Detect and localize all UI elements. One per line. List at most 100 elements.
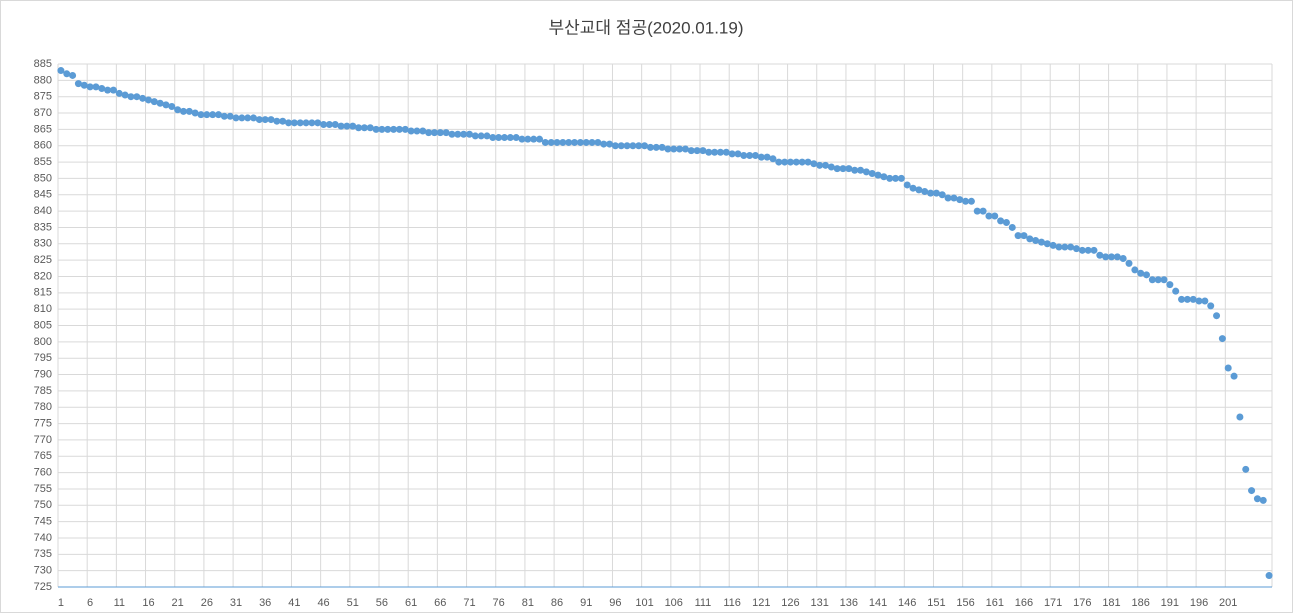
point	[594, 138, 602, 146]
point	[629, 142, 637, 150]
point	[331, 120, 339, 128]
y-tick-label: 875	[34, 91, 52, 103]
x-tick-label: 166	[1015, 597, 1033, 609]
point	[944, 194, 952, 202]
y-tick-label: 860	[34, 140, 52, 152]
point	[1143, 271, 1151, 279]
x-tick-label: 31	[230, 597, 242, 609]
x-tick-label: 161	[986, 597, 1004, 609]
point	[716, 148, 724, 156]
point	[1131, 266, 1139, 274]
point	[1265, 572, 1273, 580]
point	[1183, 295, 1191, 303]
point	[576, 138, 584, 146]
point	[191, 109, 199, 117]
point	[751, 152, 759, 160]
point	[938, 191, 946, 199]
point	[734, 150, 742, 158]
x-tick-label: 196	[1190, 597, 1208, 609]
point	[1172, 287, 1180, 295]
point	[1002, 219, 1010, 227]
point	[711, 148, 719, 156]
point	[827, 163, 835, 171]
x-tick-label: 176	[1073, 597, 1091, 609]
point	[1078, 246, 1086, 254]
x-tick-label: 41	[288, 597, 300, 609]
x-tick-label: 131	[810, 597, 828, 609]
point	[874, 171, 882, 179]
point	[279, 117, 287, 125]
point	[1160, 276, 1168, 284]
x-tick-label: 21	[172, 597, 184, 609]
y-tick-label: 815	[34, 287, 52, 299]
point	[1253, 495, 1261, 503]
point	[635, 142, 643, 150]
point	[156, 99, 164, 107]
point	[57, 67, 65, 75]
point	[355, 124, 363, 132]
x-tick-label: 96	[609, 597, 621, 609]
y-tick-label: 885	[34, 58, 52, 70]
point	[395, 125, 403, 133]
point	[308, 119, 316, 127]
x-tick-label: 141	[869, 597, 887, 609]
point	[419, 127, 427, 135]
x-tick-label: 171	[1044, 597, 1062, 609]
point	[950, 194, 958, 202]
point	[746, 152, 754, 160]
point	[1195, 297, 1203, 305]
point	[897, 174, 905, 182]
y-tick-label: 740	[34, 532, 52, 544]
x-tick-label: 66	[434, 597, 446, 609]
point	[255, 116, 263, 124]
point	[763, 153, 771, 161]
point	[991, 212, 999, 220]
point	[845, 165, 853, 173]
point	[185, 107, 193, 115]
point	[63, 70, 71, 78]
point	[127, 93, 135, 101]
point	[215, 111, 223, 119]
point	[722, 148, 730, 156]
y-tick-label: 855	[34, 156, 52, 168]
point	[705, 148, 713, 156]
point	[687, 147, 695, 155]
point	[518, 135, 526, 143]
x-tick-label: 101	[635, 597, 653, 609]
x-tick-label: 86	[551, 597, 563, 609]
point	[956, 196, 964, 204]
y-tick-label: 780	[34, 401, 52, 413]
y-tick-label: 865	[34, 123, 52, 135]
point	[1102, 253, 1110, 261]
y-tick-label: 840	[34, 205, 52, 217]
point	[1236, 413, 1244, 421]
y-tick-label: 730	[34, 565, 52, 577]
point	[168, 102, 176, 110]
point	[285, 119, 293, 127]
x-tick-label: 56	[376, 597, 388, 609]
point	[728, 150, 736, 158]
point	[226, 112, 234, 120]
point	[541, 138, 549, 146]
point	[109, 86, 117, 94]
point	[261, 116, 269, 124]
point	[658, 143, 666, 151]
point	[775, 158, 783, 166]
point	[360, 124, 368, 132]
point	[646, 143, 654, 151]
y-tick-label: 735	[34, 548, 52, 560]
point	[244, 114, 252, 122]
point	[220, 112, 228, 120]
point	[121, 91, 129, 99]
point	[349, 122, 357, 130]
x-tick-label: 186	[1131, 597, 1149, 609]
point	[909, 184, 917, 192]
point	[471, 132, 479, 140]
x-tick-label: 46	[317, 597, 329, 609]
point	[98, 85, 106, 93]
x-tick-label: 151	[927, 597, 945, 609]
y-tick-label: 755	[34, 483, 52, 495]
y-tick-label: 825	[34, 254, 52, 266]
point	[798, 158, 806, 166]
point	[1242, 465, 1250, 473]
